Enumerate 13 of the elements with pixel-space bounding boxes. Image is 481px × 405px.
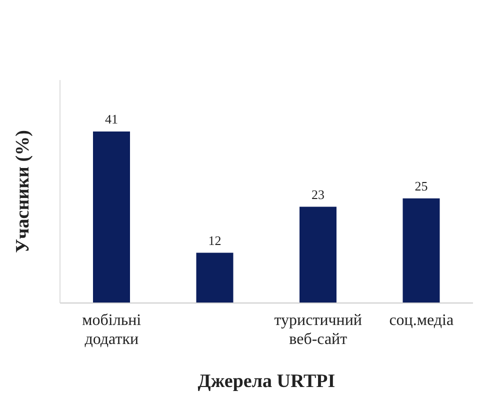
x-tick-label: туристичний веб-сайт xyxy=(274,312,362,348)
y-axis-title: Учасники (%) xyxy=(12,130,34,253)
bar xyxy=(402,198,440,303)
x-axis-title: Джерела URTPI xyxy=(198,371,336,392)
data-label: 41 xyxy=(105,111,118,126)
x-tick-label: мобільні додатки xyxy=(82,312,142,348)
bar xyxy=(196,252,234,303)
data-label: 23 xyxy=(312,186,324,202)
data-label: 25 xyxy=(414,178,428,194)
bar xyxy=(93,131,130,303)
bar xyxy=(300,206,336,303)
x-tick-label: соц.медіа xyxy=(389,312,454,329)
data-label: 12 xyxy=(208,232,222,248)
